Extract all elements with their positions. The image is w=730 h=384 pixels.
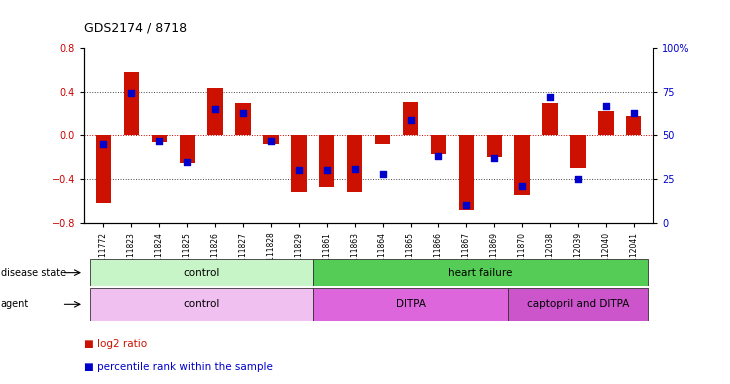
Point — [98, 141, 110, 147]
Bar — [264, 136, 279, 144]
Point — [265, 137, 277, 144]
Bar — [313, 288, 508, 321]
Bar — [347, 136, 362, 192]
Point — [321, 167, 333, 174]
Point — [377, 171, 388, 177]
Point — [572, 176, 584, 182]
Point — [181, 159, 193, 165]
Point — [349, 166, 361, 172]
Bar — [598, 111, 614, 136]
Bar — [313, 259, 648, 286]
Bar — [515, 136, 530, 195]
Point — [600, 103, 612, 109]
Text: heart failure: heart failure — [448, 268, 512, 278]
Bar — [291, 136, 307, 192]
Bar — [90, 259, 313, 286]
Text: disease state: disease state — [1, 268, 66, 278]
Bar — [626, 116, 642, 136]
Bar — [570, 136, 585, 168]
Text: DITPA: DITPA — [396, 299, 426, 310]
Point — [293, 167, 304, 174]
Bar — [123, 72, 139, 136]
Text: ■ percentile rank within the sample: ■ percentile rank within the sample — [84, 362, 273, 372]
Text: agent: agent — [1, 299, 29, 310]
Text: ■ log2 ratio: ■ log2 ratio — [84, 339, 147, 349]
Bar — [235, 103, 250, 136]
Bar — [96, 136, 111, 203]
Point — [545, 94, 556, 100]
Bar — [431, 136, 446, 154]
Text: control: control — [183, 268, 220, 278]
Point — [153, 137, 165, 144]
Point — [210, 106, 221, 112]
Bar — [319, 136, 334, 187]
Point — [488, 155, 500, 161]
Bar — [542, 103, 558, 136]
Point — [237, 109, 249, 116]
Bar — [487, 136, 502, 157]
Text: control: control — [183, 299, 220, 310]
Bar — [180, 136, 195, 163]
Text: GDS2174 / 8718: GDS2174 / 8718 — [84, 22, 187, 35]
Bar — [458, 136, 474, 210]
Point — [516, 183, 528, 189]
Bar — [152, 136, 167, 142]
Point — [404, 117, 416, 123]
Text: captopril and DITPA: captopril and DITPA — [527, 299, 629, 310]
Bar — [90, 288, 313, 321]
Bar — [207, 88, 223, 136]
Point — [126, 90, 137, 96]
Bar — [375, 136, 391, 144]
Point — [461, 202, 472, 209]
Point — [433, 153, 445, 159]
Bar — [403, 101, 418, 136]
Point — [628, 109, 639, 116]
Bar — [508, 288, 648, 321]
